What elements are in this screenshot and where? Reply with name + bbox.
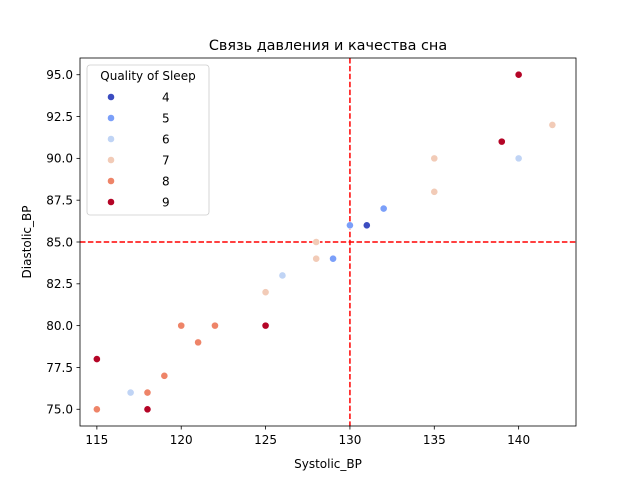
data-points [92, 70, 557, 414]
legend-entry-label: 9 [162, 195, 170, 209]
x-axis-ticks: 115 120 125 130 135 140 [85, 426, 530, 447]
scatter-point [514, 154, 523, 163]
legend-marker [107, 93, 115, 101]
scatter-point [160, 371, 169, 380]
scatter-point [430, 154, 439, 163]
scatter-point [177, 321, 186, 330]
scatter-point [126, 388, 135, 397]
scatter-point [548, 121, 557, 129]
legend-entry-label: 6 [162, 132, 170, 146]
scatter-point [430, 187, 439, 196]
legend: Quality of Sleep 4 5 6 7 8 9 [86, 64, 210, 216]
y-tick-label: 77.5 [46, 361, 73, 375]
scatter-point [362, 221, 371, 230]
y-tick-label: 80.0 [46, 319, 73, 333]
scatter-point [143, 405, 152, 414]
legend-marker [107, 156, 115, 164]
scatter-point [92, 355, 101, 363]
legend-title: Quality of Sleep [100, 69, 195, 83]
scatter-point [329, 254, 337, 263]
x-tick-label: 120 [170, 433, 193, 447]
legend-marker [107, 114, 115, 122]
legend-marker [107, 135, 115, 143]
x-tick-label: 140 [507, 433, 530, 447]
scatter-point [261, 288, 270, 297]
scatter-point [143, 388, 152, 397]
x-tick-label: 115 [85, 433, 108, 447]
scatter-point [379, 204, 388, 213]
scatter-point [194, 338, 202, 347]
scatter-point [278, 271, 287, 280]
y-tick-label: 92.5 [46, 110, 73, 124]
y-tick-label: 85.0 [46, 235, 73, 249]
y-tick-label: 90.0 [46, 152, 73, 166]
x-tick-label: 130 [338, 433, 361, 447]
legend-entry-label: 7 [162, 153, 170, 167]
scatter-point [92, 405, 101, 414]
scatter-point [312, 238, 321, 246]
legend-frame [86, 64, 210, 216]
y-tick-label: 75.0 [46, 403, 73, 417]
legend-marker [107, 177, 115, 185]
x-tick-label: 125 [254, 433, 277, 447]
scatter-point [261, 321, 270, 330]
y-tick-label: 82.5 [46, 277, 73, 291]
y-tick-label: 95.0 [46, 68, 73, 82]
scatter-point [514, 70, 523, 79]
legend-marker [107, 198, 115, 206]
x-tick-label: 135 [423, 433, 446, 447]
chart-title: Связь давления и качества сна [209, 38, 447, 54]
scatter-point [346, 221, 354, 230]
y-axis-ticks: 75.0 77.5 80.0 82.5 85.0 87.5 90.0 92.5 95.0 [46, 68, 80, 417]
x-axis-label: Systolic_BP [294, 457, 362, 471]
y-axis-label: Diastolic_BP [20, 206, 34, 279]
reference-lines [80, 58, 576, 426]
scatter-point [312, 254, 321, 263]
scatter-point [497, 137, 506, 146]
legend-entry-label: 4 [162, 90, 170, 104]
legend-entry-label: 8 [162, 174, 170, 188]
y-tick-label: 87.5 [46, 193, 73, 207]
legend-entry-label: 5 [162, 111, 170, 125]
scatter-point [211, 321, 219, 330]
